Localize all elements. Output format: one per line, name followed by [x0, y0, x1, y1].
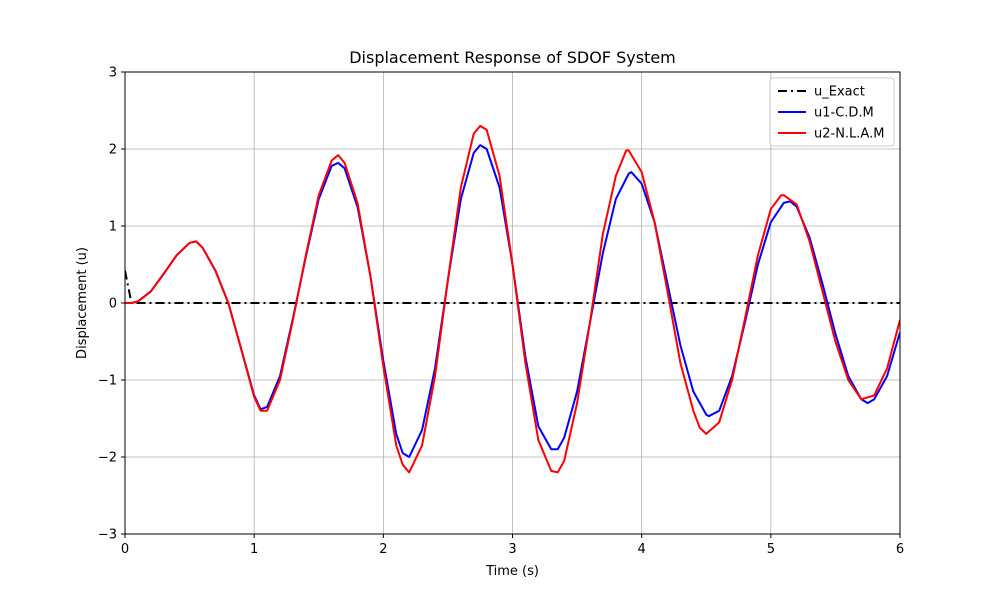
series-line-2 [125, 124, 900, 474]
y-tick-label: 0 [109, 297, 117, 312]
legend-label-2: u2-N.L.A.M [814, 127, 884, 142]
y-tick-label: −1 [98, 374, 117, 389]
x-tick-label: 3 [508, 542, 516, 557]
y-axis-title: Displacement (u) [75, 247, 90, 359]
x-tick-label: 1 [250, 542, 258, 557]
x-tick-label: 0 [121, 542, 129, 557]
x-tick-label: 6 [896, 542, 904, 557]
y-tick-label: 3 [109, 66, 117, 81]
x-axis-title: Time (s) [485, 564, 539, 579]
y-tick-label: −2 [98, 451, 117, 466]
legend-label-0: u_Exact [814, 85, 865, 100]
x-tick-label: 5 [767, 542, 775, 557]
x-tick-label: 4 [638, 542, 646, 557]
series-layer [125, 124, 900, 474]
series-line-0 [125, 270, 900, 304]
y-tick-label: 2 [109, 143, 117, 158]
y-tick-label: −3 [98, 528, 117, 543]
ticks: 0 1 2 3 4 5 6 −3 −2 −1 0 1 2 3 [98, 66, 904, 558]
legend: u_Exact u1-C.D.M u2-N.L.A.M [769, 77, 895, 147]
y-tick-label: 1 [109, 220, 117, 235]
chart-title: Displacement Response of SDOF System [349, 48, 676, 67]
x-tick-label: 2 [379, 542, 387, 557]
legend-label-1: u1-C.D.M [814, 106, 874, 121]
legend-box [769, 77, 895, 147]
